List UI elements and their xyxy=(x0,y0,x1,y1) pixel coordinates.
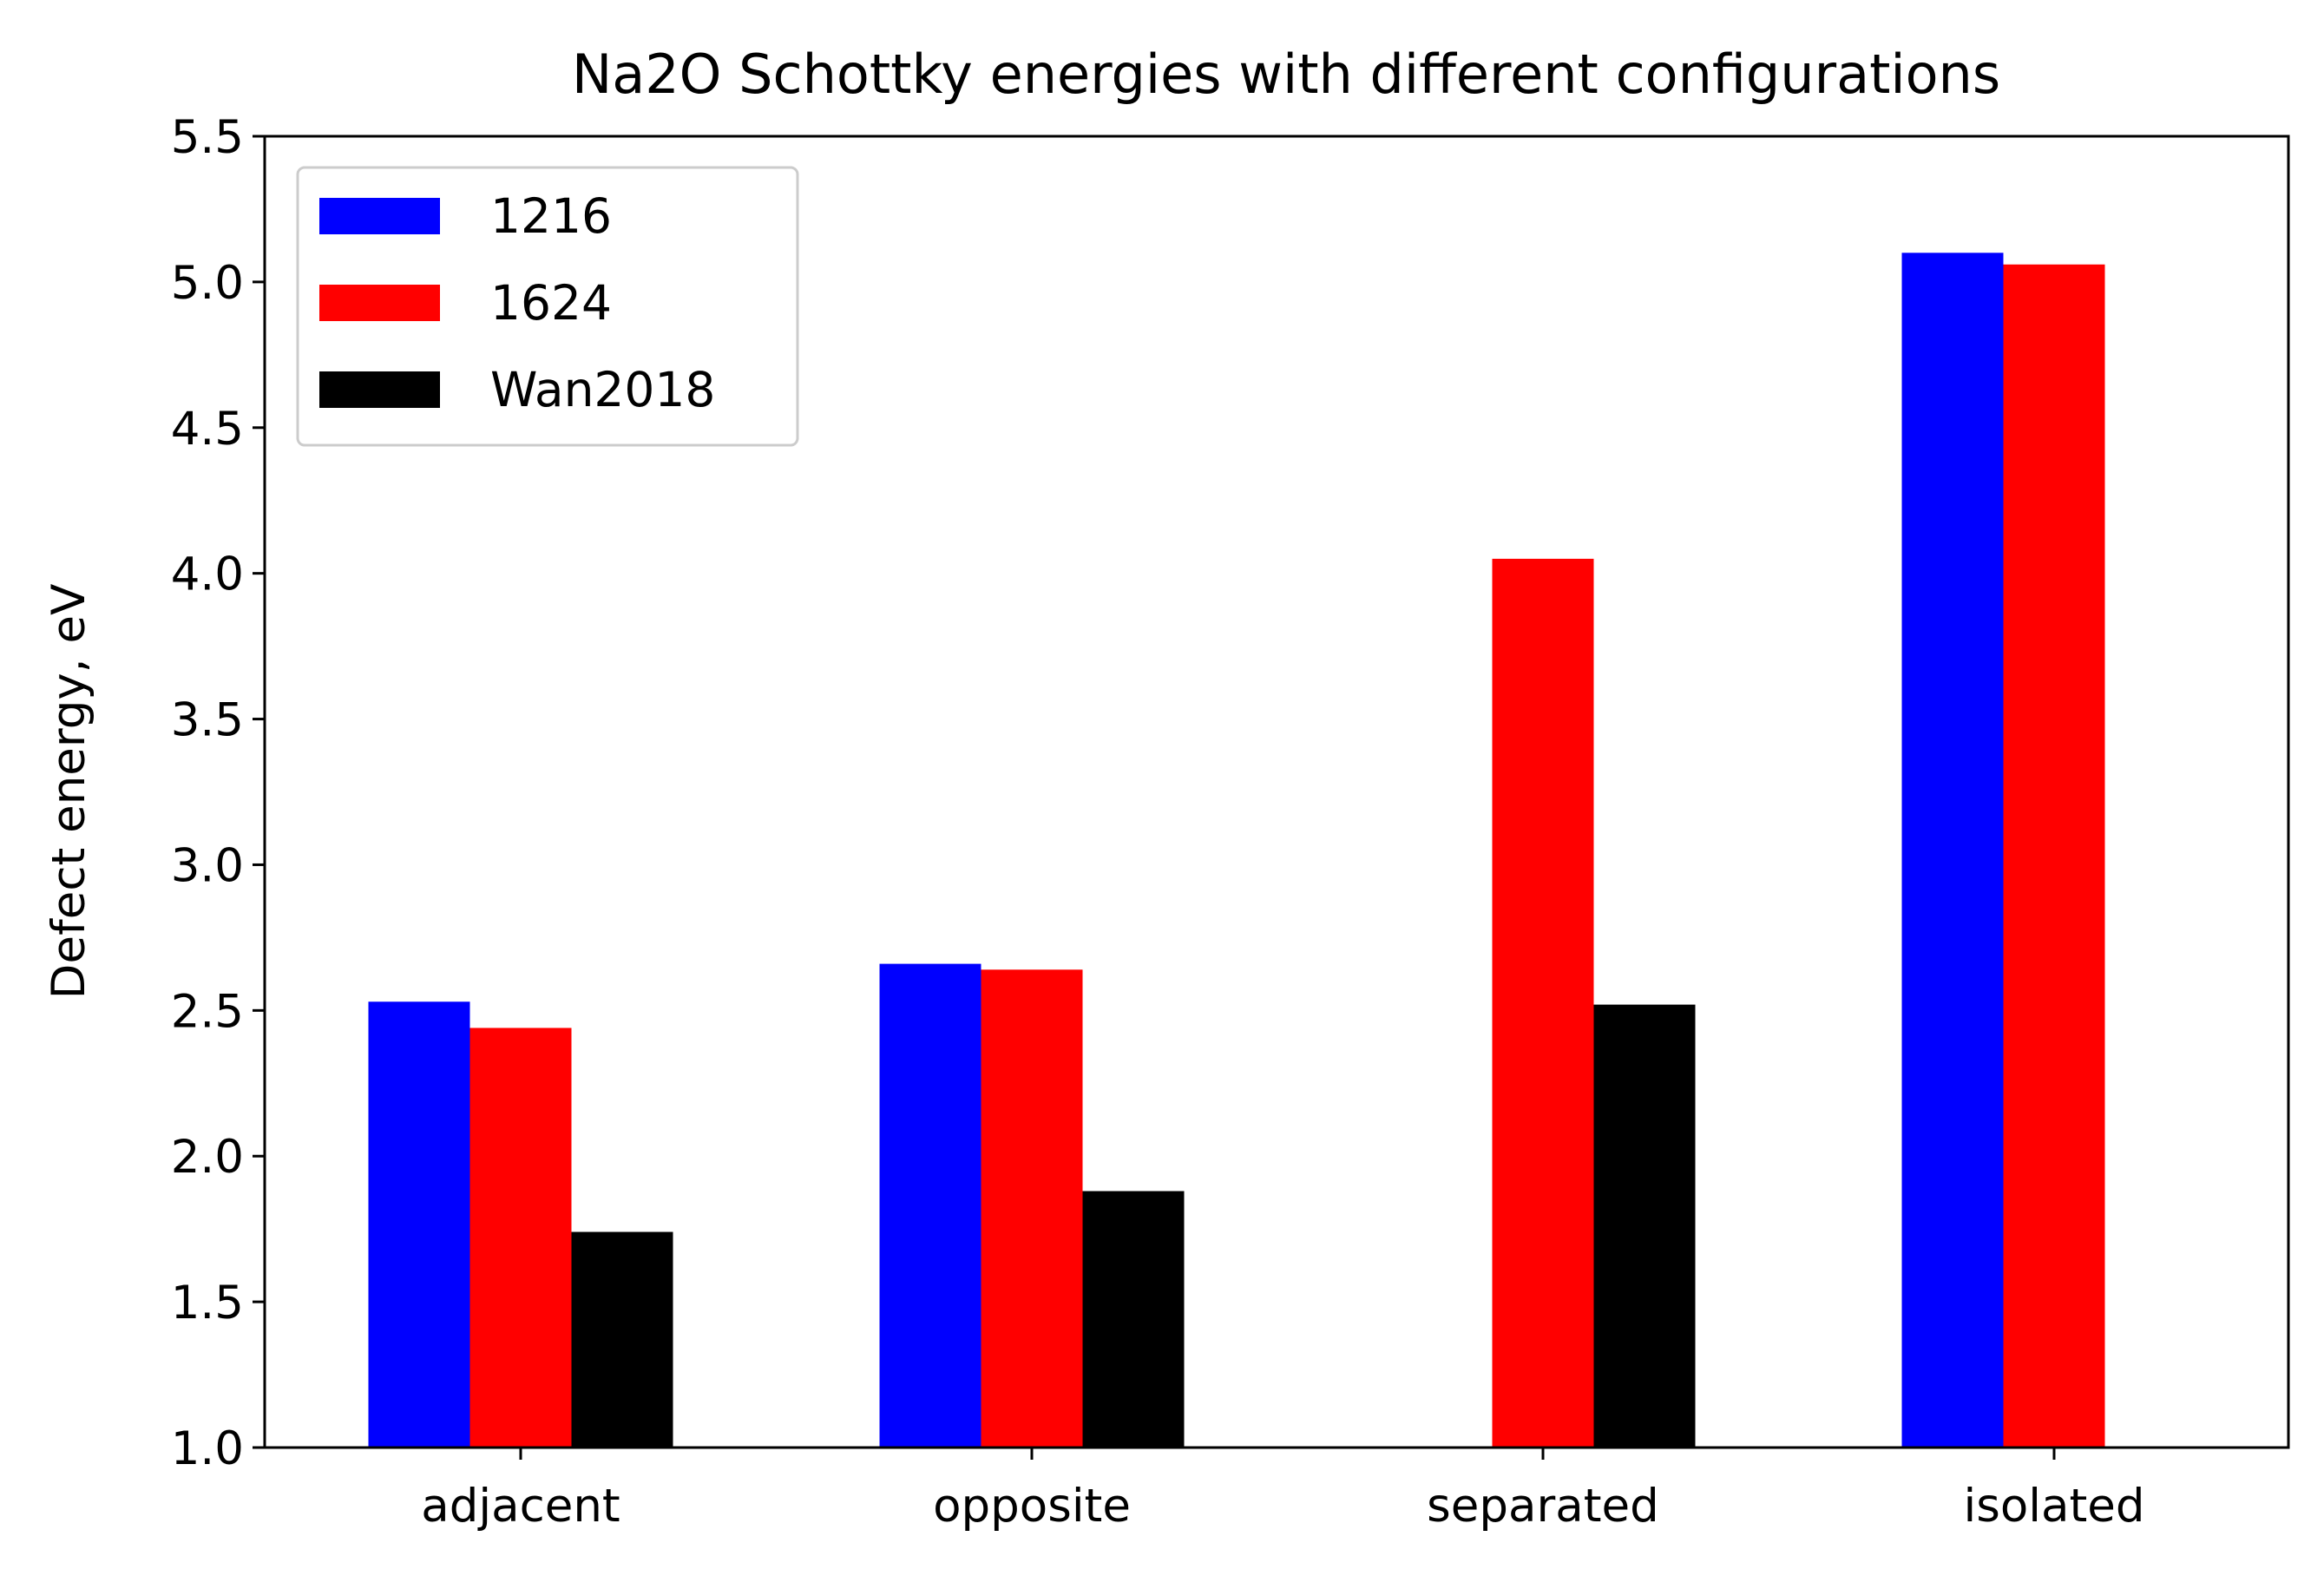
y-tick-label: 3.0 xyxy=(171,839,244,892)
y-axis: 1.0 1.5 2.0 2.5 3.0 3.5 4.0 4.5 5.0 5.5 xyxy=(171,111,265,1475)
bars-layer xyxy=(368,253,2105,1448)
plot-frame xyxy=(263,135,2290,1449)
x-tick-label-opposite: opposite xyxy=(933,1480,1131,1533)
chart-title: Na2O Schottky energies with different co… xyxy=(572,43,2000,106)
bar-1216-opposite xyxy=(879,963,981,1448)
y-tick-label: 4.0 xyxy=(171,548,244,601)
legend-label-Wan2018: Wan2018 xyxy=(490,362,715,417)
bar-Wan2018-adjacent xyxy=(571,1231,673,1448)
y-tick-label: 1.5 xyxy=(171,1277,244,1330)
y-tick-label: 5.5 xyxy=(171,111,244,164)
x-tick-label-isolated: isolated xyxy=(1964,1480,2145,1533)
x-axis: adjacent opposite separated isolated xyxy=(421,1448,2145,1533)
y-tick-label: 4.5 xyxy=(171,403,244,456)
y-tick-label: 1.0 xyxy=(171,1422,244,1475)
bar-1624-adjacent xyxy=(469,1028,572,1448)
bar-1216-isolated xyxy=(1901,253,2004,1448)
legend-swatch-1216 xyxy=(319,198,440,234)
y-tick-label: 3.5 xyxy=(171,694,244,747)
bar-1216-adjacent xyxy=(368,1001,470,1448)
y-axis-label: Defect energy, eV xyxy=(43,584,95,1000)
y-tick-label: 2.5 xyxy=(171,985,244,1038)
legend-swatch-1624 xyxy=(319,285,440,321)
bar-Wan2018-opposite xyxy=(1082,1191,1185,1448)
bar-1624-isolated xyxy=(2003,264,2105,1448)
legend-label-1624: 1624 xyxy=(490,275,612,331)
x-tick-label-separated: separated xyxy=(1427,1480,1659,1533)
bar-Wan2018-separated xyxy=(1593,1004,1696,1448)
x-tick-label-adjacent: adjacent xyxy=(421,1480,620,1533)
bar-1624-separated xyxy=(1492,558,1594,1448)
y-tick-label: 5.0 xyxy=(171,257,244,310)
legend-swatch-Wan2018 xyxy=(319,371,440,408)
legend-label-1216: 1216 xyxy=(490,188,612,244)
legend: 1216 1624 Wan2018 xyxy=(296,166,799,447)
bar-1624-opposite xyxy=(981,969,1083,1448)
y-tick-label: 2.0 xyxy=(171,1131,244,1184)
